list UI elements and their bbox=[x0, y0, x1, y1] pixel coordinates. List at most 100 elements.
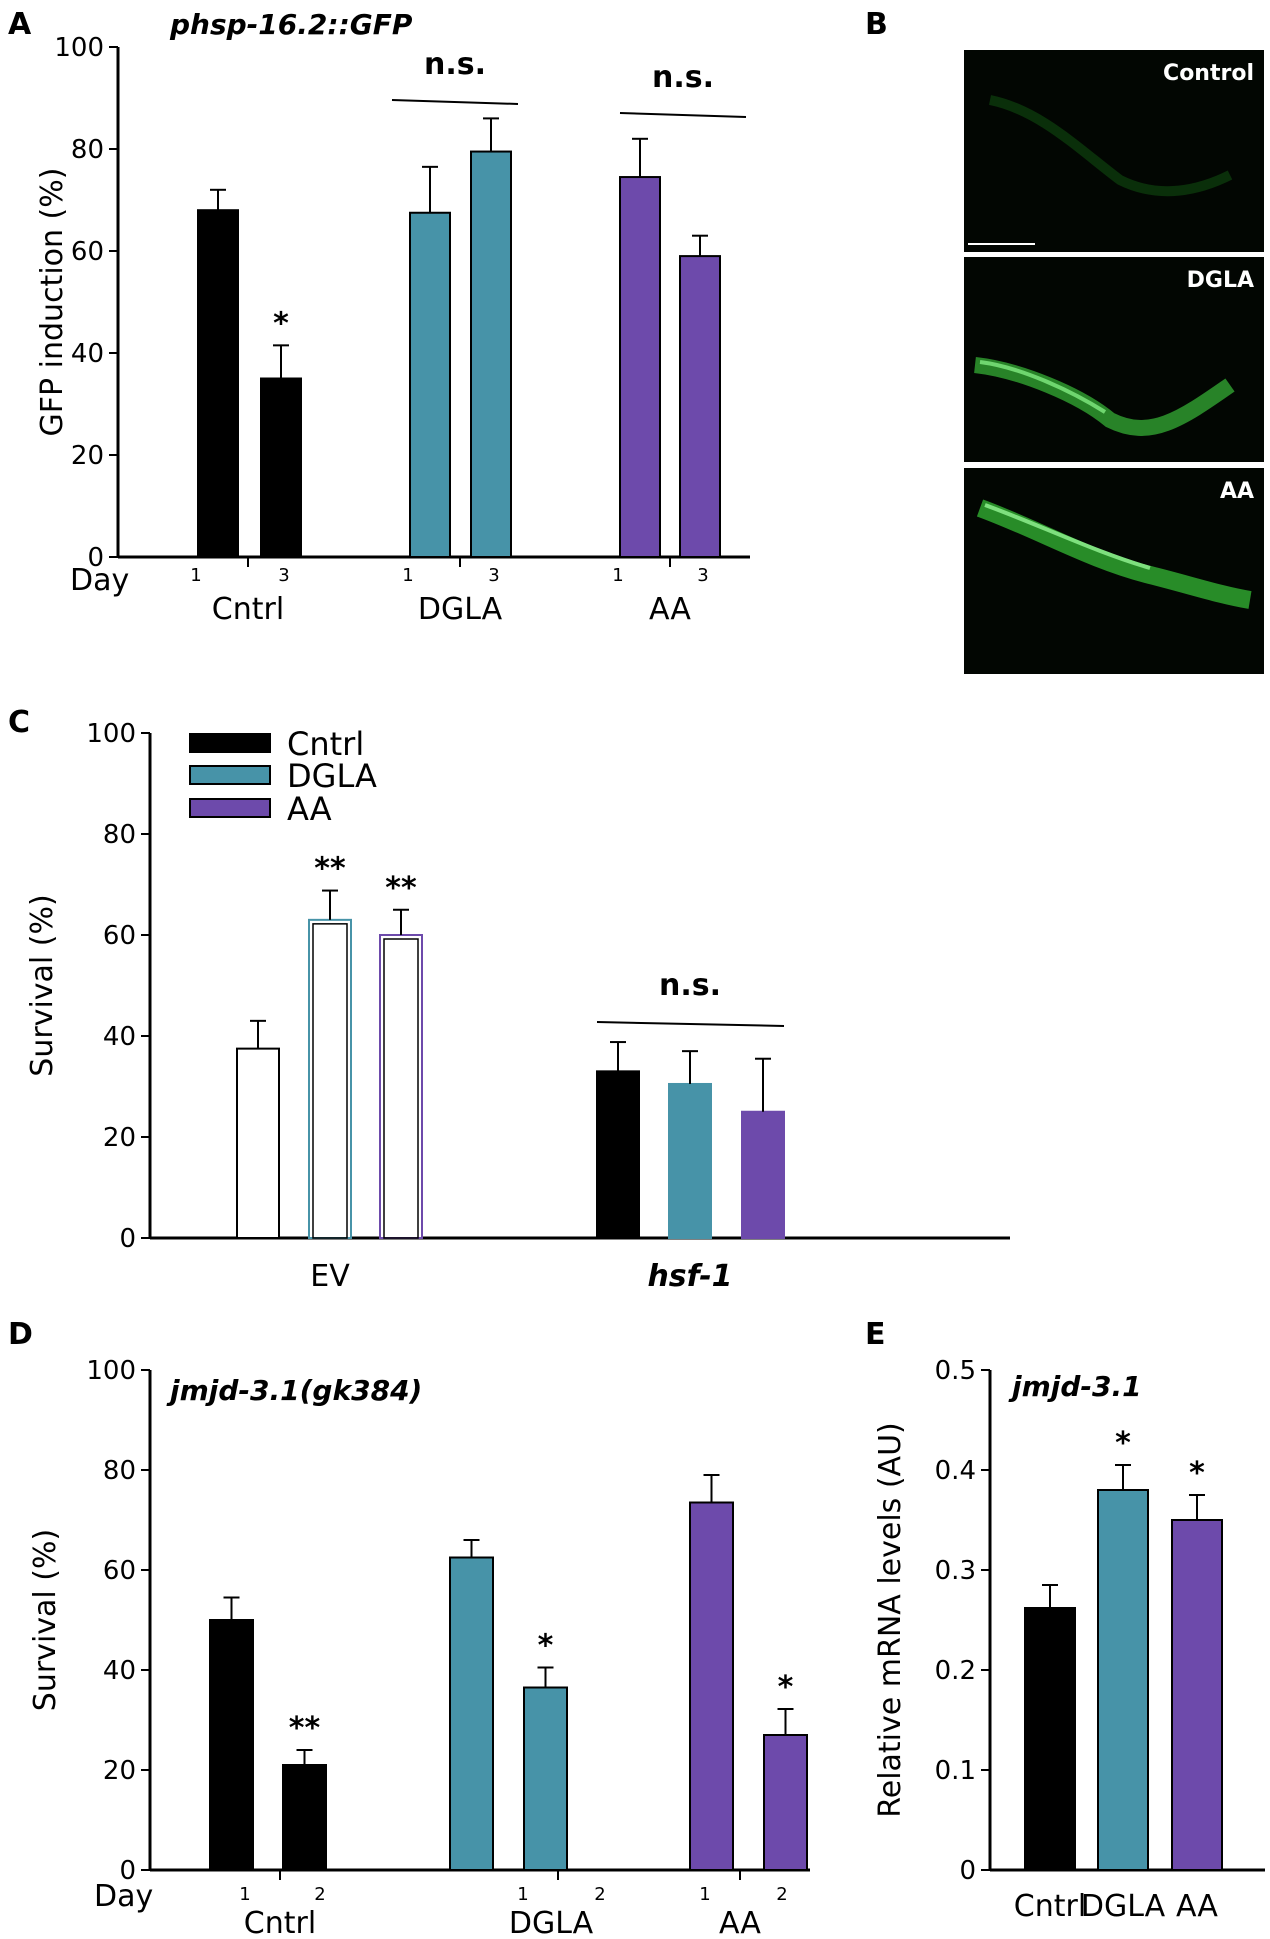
micro-panel-control: Control bbox=[964, 50, 1264, 252]
bar-aa bbox=[1171, 1519, 1223, 1871]
worm-edge bbox=[984, 503, 1151, 570]
day-tick-label: 3 bbox=[697, 565, 708, 586]
chart-title: jmjd-3.1 bbox=[1008, 1370, 1142, 1403]
bar-ev-dgla bbox=[308, 918, 352, 1239]
ns-annotation: n.s. bbox=[652, 60, 714, 95]
worm-edge bbox=[979, 360, 1107, 414]
y-axis-title: GFP induction (%) bbox=[35, 168, 70, 437]
x-group-label: Cntrl bbox=[244, 1906, 316, 1939]
significance-star: * bbox=[273, 306, 289, 341]
day-tick-label: 1 bbox=[699, 1884, 710, 1905]
bar-dgla bbox=[1097, 1489, 1149, 1871]
ns-bracket bbox=[596, 1021, 785, 1027]
legend-swatch-dgla bbox=[189, 765, 271, 785]
chart-d: 0 20 40 60 80 100 Survival (%) jmjd-3.1(gk384) D… bbox=[28, 1356, 810, 1939]
y-tick-label: 100 bbox=[54, 33, 104, 63]
worm-shape bbox=[976, 499, 1252, 609]
bar-hsf-1-aa bbox=[741, 1110, 785, 1239]
significance-star: * bbox=[778, 1670, 794, 1705]
y-tick-label: 0.5 bbox=[935, 1356, 976, 1386]
ns-annotation: n.s. bbox=[424, 47, 486, 82]
bar-dgla-day3 bbox=[470, 150, 512, 559]
bar-cntrl bbox=[1024, 1607, 1076, 1871]
y-tick-label: 60 bbox=[103, 1556, 136, 1586]
y-axis-title: Survival (%) bbox=[28, 1529, 63, 1711]
y-tick-label: 0 bbox=[119, 1856, 136, 1886]
bar-inner-outline bbox=[383, 938, 419, 1239]
x-group-label: AA bbox=[719, 1906, 761, 1939]
micro-panel-aa: AA bbox=[964, 468, 1264, 674]
y-tick-label: 0.2 bbox=[935, 1656, 976, 1686]
legend-label: Cntrl bbox=[287, 725, 364, 763]
x-group-label: AA bbox=[649, 592, 691, 627]
x-group-label: hsf-1 bbox=[647, 1259, 732, 1294]
x-category-label: AA bbox=[1176, 1889, 1218, 1924]
bar-ev-aa bbox=[379, 934, 423, 1239]
y-tick-label: 40 bbox=[103, 1022, 136, 1052]
bar-aa-day1 bbox=[689, 1501, 734, 1871]
y-tick-label: 0 bbox=[87, 543, 104, 573]
significance-star: * bbox=[1115, 1426, 1131, 1461]
y-axis-title: Relative mRNA levels (AU) bbox=[873, 1422, 908, 1817]
y-tick-label: 0.3 bbox=[935, 1556, 976, 1586]
x-group-label: Cntrl bbox=[212, 592, 284, 627]
chart-c: 0 20 40 60 80 100 Survival (%) ** ** EV hsf-1 n.s. C… bbox=[25, 719, 1010, 1294]
y-tick-label: 80 bbox=[103, 820, 136, 850]
y-tick-label: 60 bbox=[71, 237, 104, 267]
panel-label-C: C bbox=[8, 705, 30, 740]
panel-label-A: A bbox=[8, 7, 32, 42]
bar-dgla-day2 bbox=[523, 1686, 568, 1871]
x-category-label: Cntrl bbox=[1014, 1889, 1086, 1924]
day-tick-label: 3 bbox=[488, 565, 499, 586]
worm-shape bbox=[988, 95, 1233, 197]
y-tick-label: 20 bbox=[71, 441, 104, 471]
y-tick-label: 40 bbox=[71, 339, 104, 369]
chart-title: phsp-16.2::GFP bbox=[169, 8, 413, 41]
bar-cntrl-day2 bbox=[282, 1764, 327, 1871]
bar-hsf-1-dgla bbox=[668, 1082, 712, 1239]
day-tick-label: 1 bbox=[190, 565, 201, 586]
bar-inner-outline bbox=[312, 923, 348, 1239]
legend-label: DGLA bbox=[287, 757, 377, 795]
x-category-label: DGLA bbox=[1081, 1889, 1166, 1924]
significance-star: * bbox=[538, 1629, 554, 1664]
bar-aa-day2 bbox=[763, 1734, 808, 1871]
significance-star: ** bbox=[289, 1711, 321, 1746]
y-tick-label: 20 bbox=[103, 1756, 136, 1786]
worm-shape bbox=[974, 357, 1235, 436]
day-axis-label: Day bbox=[70, 563, 129, 598]
x-group-label: DGLA bbox=[418, 592, 503, 627]
panel-label-E: E bbox=[865, 1317, 886, 1352]
y-tick-label: 80 bbox=[103, 1456, 136, 1486]
y-tick-label: 100 bbox=[86, 1356, 136, 1386]
legend-swatch-cntrl bbox=[189, 733, 271, 753]
y-tick-label: 80 bbox=[71, 135, 104, 165]
micro-label-control: Control bbox=[1163, 61, 1254, 86]
y-tick-label: 100 bbox=[86, 719, 136, 749]
micro-label-aa: AA bbox=[1220, 479, 1254, 504]
y-tick-label: 40 bbox=[103, 1656, 136, 1686]
day-tick-label: 2 bbox=[314, 1884, 325, 1905]
bar-cntrl-day1 bbox=[209, 1619, 254, 1871]
micro-image-control bbox=[964, 50, 1264, 252]
micro-label-dgla: DGLA bbox=[1187, 268, 1254, 293]
legend-swatch-aa bbox=[189, 798, 271, 818]
panel-label-B: B bbox=[865, 7, 888, 42]
legend-label: AA bbox=[287, 790, 332, 828]
bar-ev-cntrl bbox=[236, 1047, 280, 1239]
significance-star: * bbox=[1189, 1456, 1205, 1491]
bar-aa-day1 bbox=[619, 176, 661, 559]
micro-panel-dgla: DGLA bbox=[964, 257, 1264, 462]
y-axis-title: Survival (%) bbox=[25, 894, 60, 1076]
panel-label-D: D bbox=[8, 1317, 33, 1352]
y-tick-label: 0 bbox=[119, 1224, 136, 1254]
day-tick-label: 1 bbox=[239, 1884, 250, 1905]
y-tick-label: 20 bbox=[103, 1123, 136, 1153]
bar-cntrl-day3 bbox=[260, 377, 302, 558]
day-tick-label: 1 bbox=[517, 1884, 528, 1905]
bar-aa-day3 bbox=[679, 255, 721, 558]
x-group-label: DGLA bbox=[509, 1906, 594, 1939]
